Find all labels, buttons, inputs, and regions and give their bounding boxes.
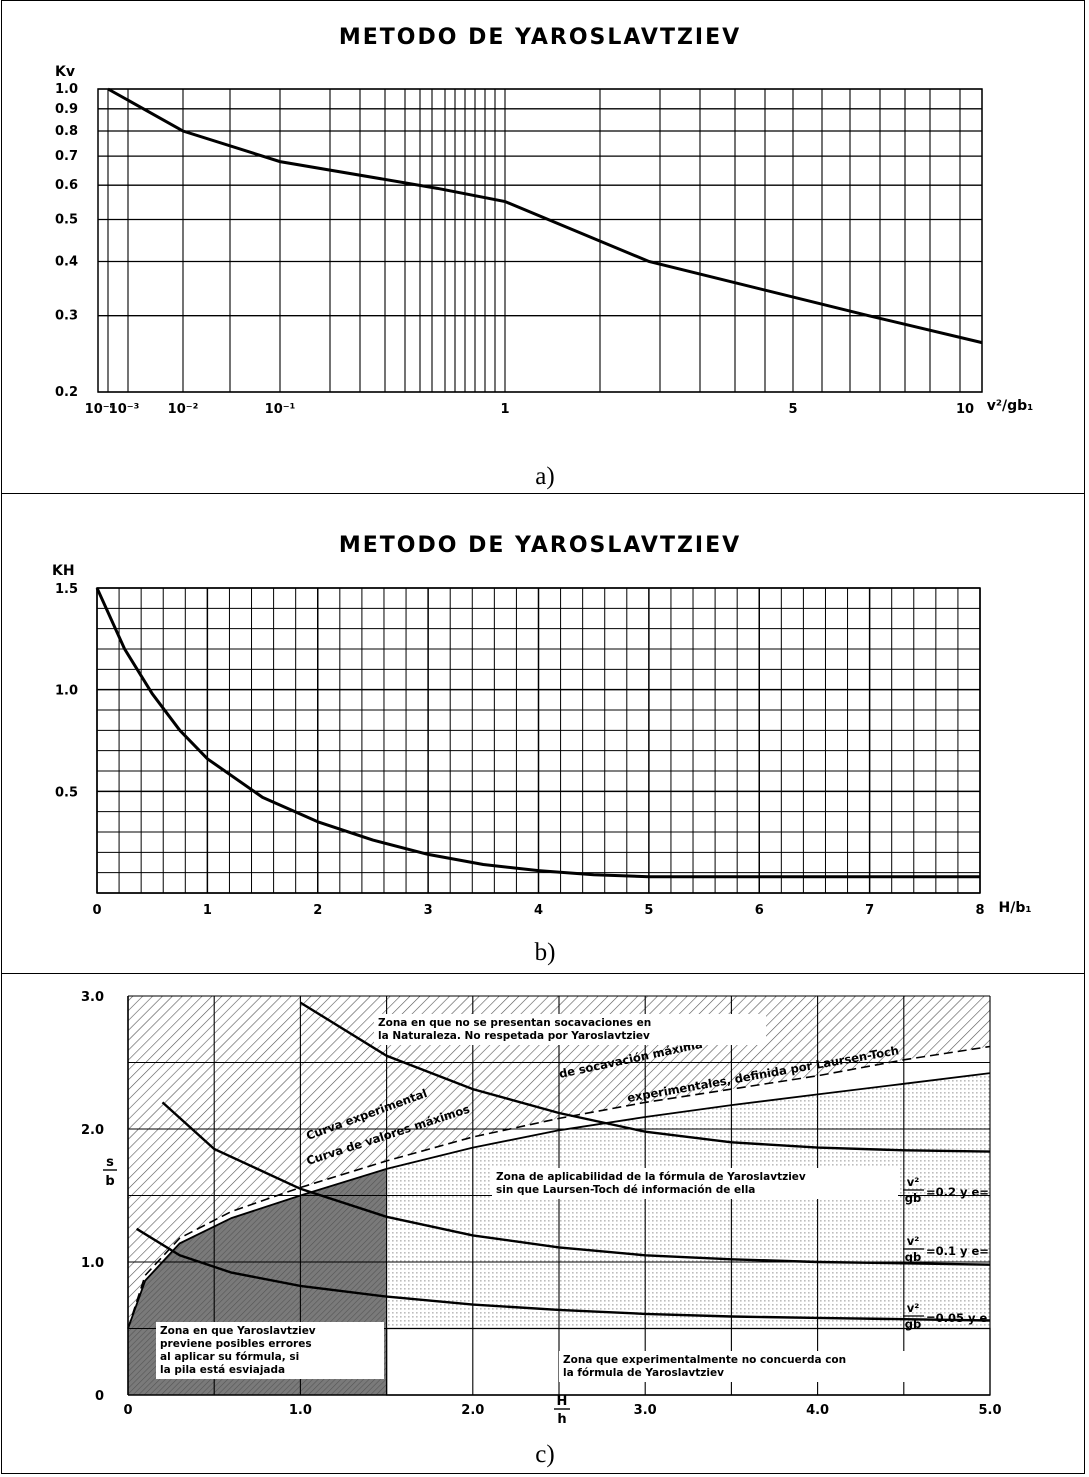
chart-c-ytick: 0 — [95, 1389, 104, 1404]
chart-b-xtick: 0 — [92, 903, 101, 918]
chart-b-xtick: 4 — [534, 903, 543, 918]
chart-c-series-0 — [299, 1001, 991, 1153]
chart-c-xtick: 1.0 — [289, 1403, 312, 1418]
panel-separator-ab — [1, 493, 1085, 494]
chart-a-ytick: 1.0 — [55, 82, 78, 97]
chart-c-zone-left-text: previene posibles errores — [160, 1338, 312, 1350]
chart-c-ytick: 3.0 — [81, 990, 104, 1005]
chart-c-curve-label: =0.2 y e= — [926, 1185, 989, 1199]
chart-a-xtick: 10⁻² — [168, 402, 199, 417]
chart-a-ylabel: Kv — [55, 64, 75, 80]
caption-a: a) — [535, 463, 555, 490]
chart-c-curve-label-gb: gb — [905, 1250, 921, 1264]
chart-a-kv: METODO DE YAROSLAVTZIEV Kv 1.0 0.9 0.8 0.7 0.6… — [55, 25, 1034, 417]
chart-a-ytick: 0.6 — [55, 178, 78, 193]
chart-b-xtick: 2 — [313, 903, 322, 918]
chart-a-ytick: 0.9 — [55, 102, 78, 117]
chart-c-zone-left-text-bg — [156, 1322, 384, 1379]
chart-b-frame — [96, 587, 981, 894]
chart-c-zone-left-text: Zona en que Yaroslavtziev — [160, 1325, 316, 1337]
chart-a-frame — [97, 88, 983, 393]
chart-b-xtick: 6 — [755, 903, 764, 918]
chart-c-zone-bottom-text: la fórmula de Yaroslavtziev — [563, 1367, 724, 1379]
chart-c-zone-mid-text: sin que Laursen-Toch dé información de e… — [496, 1184, 755, 1196]
chart-b-xtick: 8 — [975, 903, 984, 918]
chart-c-zone-mid-text: Zona de aplicabilidad de la fórmula de Y… — [496, 1171, 806, 1183]
caption-b: b) — [534, 939, 556, 966]
chart-a-ytick: 0.7 — [55, 149, 78, 164]
chart-c-curve-label: =0.1 y e= — [926, 1244, 989, 1258]
chart-b-series-line — [95, 587, 980, 879]
chart-c-xlabel-den: h — [557, 1412, 566, 1427]
chart-c-ytick: 2.0 — [81, 1123, 104, 1138]
chart-b-ytick: 0.5 — [55, 785, 78, 800]
chart-c-zone-bottom-text-bg — [559, 1351, 907, 1382]
chart-c-zone-bottom-text: Zona que experimentalmente no concuerda … — [563, 1354, 846, 1366]
chart-c-ylabel-den: b — [105, 1174, 114, 1189]
chart-c-ylabel-num: s — [106, 1155, 114, 1170]
chart-b-ytick: 1.5 — [55, 582, 78, 597]
chart-c-series-laursen — [127, 1072, 991, 1329]
chart-a-ytick: 0.5 — [55, 212, 78, 227]
chart-a-ytick: 0.4 — [55, 255, 78, 270]
chart-b-xlabel: H/b₁ — [999, 900, 1032, 916]
chart-b-xtick: 7 — [865, 903, 874, 918]
chart-a-xtick: 10⁻⁴ — [85, 402, 116, 417]
chart-c-curve-label: =0.05 y e — [926, 1311, 988, 1325]
chart-c-xtick: 2.0 — [461, 1403, 484, 1418]
chart-c-xlabel-num: H — [557, 1394, 568, 1409]
chart-c-series-experimental — [127, 1045, 991, 1329]
chart-c-xtick: 4.0 — [806, 1403, 829, 1418]
chart-a-ytick: 0.8 — [55, 124, 78, 139]
chart-a-xtick: 10 — [956, 402, 974, 417]
caption-c: c) — [535, 1441, 555, 1468]
chart-c-curve-label-v2: v² — [907, 1301, 920, 1315]
chart-a-ytick: 0.3 — [55, 309, 78, 324]
chart-c-zone-top-text-bg — [374, 1014, 766, 1045]
chart-a-xtick: 5 — [788, 402, 797, 417]
chart-a-xtick: 10⁻¹ — [265, 402, 296, 417]
chart-c-zone-no-scour — [128, 996, 990, 1329]
chart-a-xtick: 1 — [500, 402, 509, 417]
chart-a-title: METODO DE YAROSLAVTZIEV — [339, 25, 741, 50]
chart-c-zone-left-text: la pila está esviajada — [160, 1364, 285, 1376]
chart-c-xtick: 0 — [123, 1403, 132, 1418]
chart-c-series-1 — [161, 1101, 991, 1266]
chart-a-series-line — [107, 87, 983, 345]
chart-a-ytick: 0.2 — [55, 385, 78, 400]
chart-c-zone-top-text: Zona en que no se presentan socavaciones… — [378, 1017, 651, 1029]
chart-c-xtick: 3.0 — [634, 1403, 657, 1418]
chart-c-curve-label-gb: gb — [905, 1191, 921, 1205]
chart-b-title: METODO DE YAROSLAVTZIEV — [339, 533, 741, 558]
chart-c-curve-label-v2: v² — [907, 1234, 920, 1248]
chart-c-zone-left-text: al aplicar su fórmula, si — [160, 1351, 299, 1363]
chart-b-xtick: 3 — [424, 903, 433, 918]
chart-a-xlabel: v²/gb₁ — [987, 398, 1034, 414]
chart-b-xtick: 1 — [203, 903, 212, 918]
chart-c-series-2 — [135, 1227, 991, 1322]
chart-b-kh: METODO DE YAROSLAVTZIEV KH 0.5 1.0 1.5 0 1 2 3 4 5… — [52, 533, 1032, 918]
chart-b-ylabel: KH — [52, 563, 75, 579]
chart-c-curve-label-gb: gb — [905, 1317, 921, 1331]
chart-c-curve-label-v2: v² — [907, 1175, 920, 1189]
chart-b-xtick: 5 — [644, 903, 653, 918]
chart-b-ytick: 1.0 — [55, 684, 78, 699]
chart-c-xtick: 5.0 — [978, 1403, 1001, 1418]
chart-c-zone-top-text: la Naturaleza. No respetada por Yaroslav… — [378, 1030, 650, 1042]
chart-a-xtick: 10⁻³ — [109, 402, 140, 417]
chart-c-zone-mid-text-bg — [492, 1168, 898, 1199]
panel-separator-bc — [1, 973, 1085, 974]
chart-c-ytick: 1.0 — [81, 1256, 104, 1271]
